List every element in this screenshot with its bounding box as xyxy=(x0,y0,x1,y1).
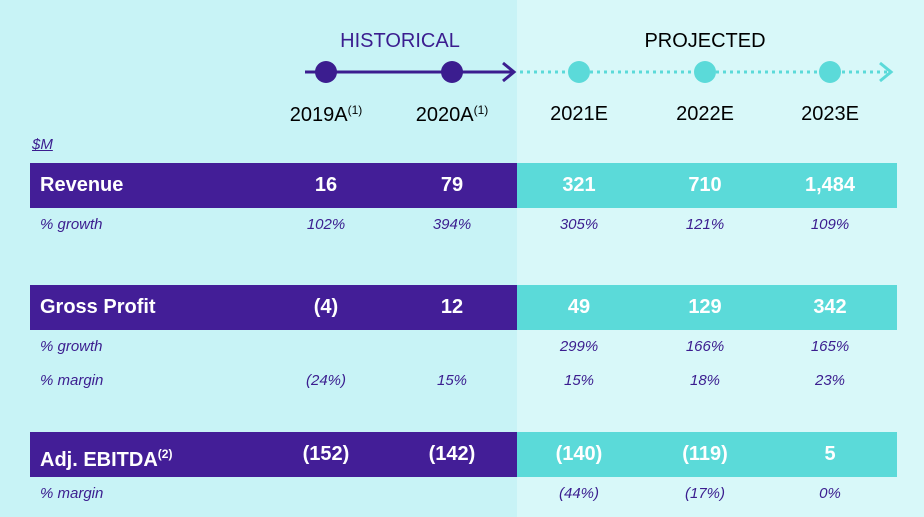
historical-timeline-arrow xyxy=(502,61,517,83)
gross-profit-value-2019: (4) xyxy=(313,296,339,318)
revenue-growth-2023: 109% xyxy=(810,216,850,233)
gross-profit-growth-2023: 165% xyxy=(810,338,850,355)
revenue-growth-2020: 394% xyxy=(432,216,472,233)
ebitda-footnote: (2) xyxy=(157,447,173,461)
revenue-band-projected xyxy=(517,163,897,208)
ebitda-value-2022: (119) xyxy=(682,443,728,465)
revenue-label: Revenue xyxy=(40,174,124,196)
year-header-2020: 2020A(1) xyxy=(415,103,489,126)
revenue-value-2019: 16 xyxy=(314,174,338,196)
gross-profit-margin-2020: 15% xyxy=(436,372,468,389)
gross-profit-value-2023: 342 xyxy=(813,296,847,318)
projected-label: PROJECTED xyxy=(644,30,766,52)
gross-profit-band-historical xyxy=(30,285,517,330)
ebitda-value-2023: 5 xyxy=(824,443,836,465)
revenue-growth-2019: 102% xyxy=(306,216,346,233)
revenue-band-historical xyxy=(30,163,517,208)
revenue-value-2022: 710 xyxy=(688,174,722,196)
historical-label: HISTORICAL xyxy=(340,30,460,52)
gross-profit-value-2020: 12 xyxy=(440,296,464,318)
gross-profit-growth-label: % growth xyxy=(40,338,103,355)
ebitda-margin-2021: (44%) xyxy=(558,485,600,502)
revenue-value-2021: 321 xyxy=(562,174,596,196)
timeline-dot-2020 xyxy=(441,61,463,83)
timeline xyxy=(305,61,894,83)
unit-label: $M xyxy=(32,136,53,153)
ebitda-value-2019: (152) xyxy=(302,443,350,465)
gross-profit-margin-2021: 15% xyxy=(563,372,595,389)
ebitda-label: Adj. EBITDA(2) xyxy=(40,447,173,471)
gross-profit-band-projected xyxy=(517,285,897,330)
gross-profit-margin-label: % margin xyxy=(40,372,104,389)
year-header-2022: 2022E xyxy=(676,103,734,125)
year-header-2019: 2019A(1) xyxy=(289,103,363,126)
gross-profit-growth-2022: 166% xyxy=(685,338,725,355)
year-header-2023: 2023E xyxy=(801,103,859,125)
revenue-growth-2022: 121% xyxy=(685,216,725,233)
revenue-growth-label: % growth xyxy=(40,216,103,233)
revenue-growth-2021: 305% xyxy=(559,216,599,233)
ebitda-value-2020: (142) xyxy=(428,443,476,465)
projected-timeline-arrow xyxy=(879,61,894,83)
gross-profit-growth-2021: 299% xyxy=(559,338,599,355)
ebitda-value-2021: (140) xyxy=(555,443,603,465)
gross-profit-margin-2022: 18% xyxy=(689,372,721,389)
timeline-dot-2023 xyxy=(819,61,841,83)
revenue-value-2020: 79 xyxy=(440,174,464,196)
timeline-dot-2021 xyxy=(568,61,590,83)
ebitda-margin-2022: (17%) xyxy=(684,485,726,502)
projected-background xyxy=(517,0,924,517)
ebitda-band-historical xyxy=(30,432,517,477)
revenue-value-2023: 1,484 xyxy=(804,174,856,196)
gross-profit-margin-2019: (24%) xyxy=(305,372,347,389)
timeline-dot-2022 xyxy=(694,61,716,83)
gross-profit-value-2022: 129 xyxy=(688,296,722,318)
ebitda-band-projected xyxy=(517,432,897,477)
timeline-dot-2019 xyxy=(315,61,337,83)
gross-profit-value-2021: 49 xyxy=(567,296,591,318)
ebitda-margin-label: % margin xyxy=(40,485,104,502)
gross-profit-label: Gross Profit xyxy=(40,296,156,318)
gross-profit-margin-2023: 23% xyxy=(814,372,846,389)
year-header-2021: 2021E xyxy=(550,103,608,125)
ebitda-margin-2023: 0% xyxy=(819,485,841,502)
